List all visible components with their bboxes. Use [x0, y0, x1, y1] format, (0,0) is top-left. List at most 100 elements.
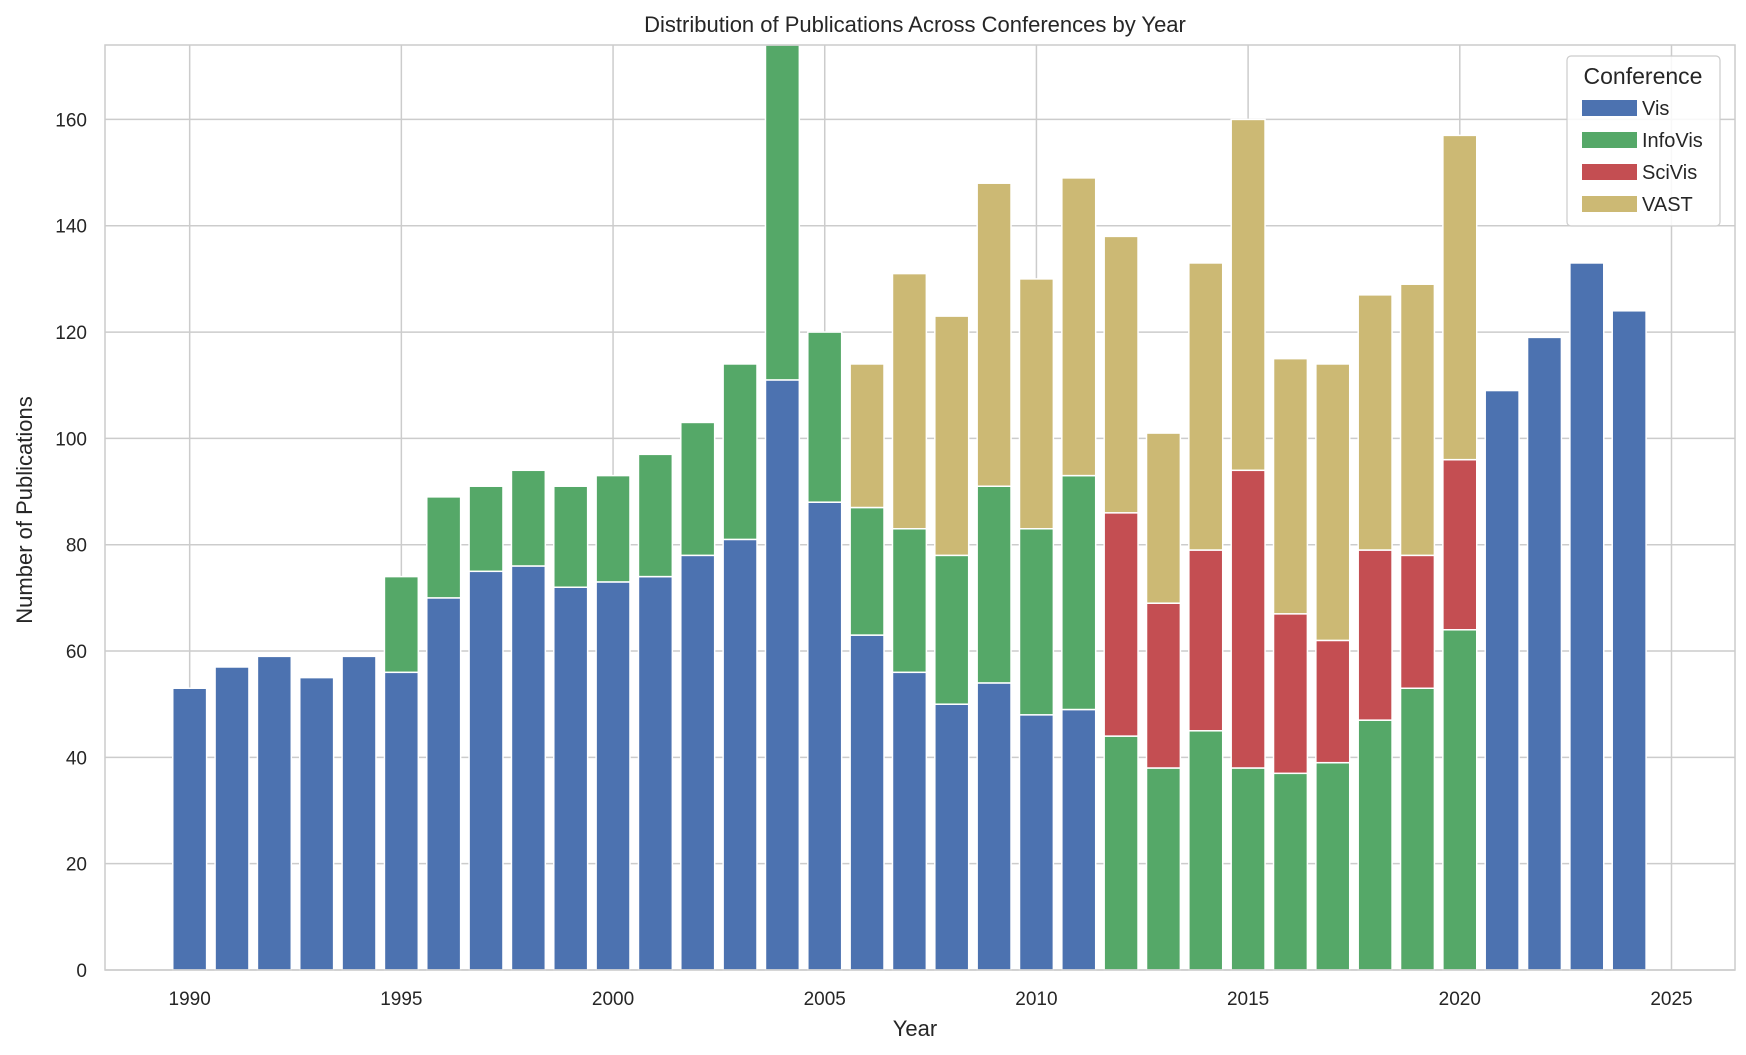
bar-vast-2008 — [934, 315, 970, 557]
x-tick-label: 2000 — [592, 989, 634, 1010]
y-tick-label: 20 — [66, 855, 87, 876]
y-tick-label: 40 — [66, 748, 87, 769]
bar-infovis-2012 — [1103, 735, 1139, 971]
bar-vis-1990 — [171, 687, 208, 971]
legend-box — [1566, 55, 1721, 227]
x-tick-label: 2020 — [1439, 989, 1481, 1010]
bar-vis-1992 — [256, 655, 293, 971]
legend-label-infovis: InfoVis — [1642, 130, 1703, 152]
bar-vast-2020 — [1442, 134, 1478, 461]
bar-vis-2002 — [680, 554, 716, 971]
bar-vis-1993 — [299, 676, 335, 971]
bar-vis-2023 — [1569, 262, 1605, 971]
bar-scivis-2020 — [1442, 458, 1478, 631]
bar-infovis-2010 — [1018, 528, 1055, 716]
bar-vis-2006 — [849, 634, 885, 971]
bar-vis-1991 — [214, 666, 250, 971]
bar-vast-2015 — [1230, 118, 1266, 472]
x-tick-label: 2025 — [1650, 989, 1692, 1010]
bar-vis-2007 — [891, 671, 928, 971]
bar-infovis-2000 — [595, 474, 631, 583]
bar-vis-2008 — [934, 703, 970, 971]
bar-infovis-2011 — [1061, 474, 1097, 711]
bar-infovis-2001 — [637, 453, 674, 578]
bar-infovis-2002 — [680, 421, 716, 557]
bar-infovis-2009 — [976, 485, 1012, 684]
legend-label-vis: Vis — [1642, 98, 1669, 120]
legend-label-scivis: SciVis — [1642, 162, 1697, 184]
y-tick-label: 120 — [55, 323, 87, 344]
bar-infovis-2018 — [1357, 719, 1393, 971]
x-axis: 1990 1995 2000 2005 2010 2015 2020 2025 — [169, 989, 1693, 1010]
y-tick-label: 160 — [55, 110, 87, 131]
bar-vis-2000 — [595, 581, 631, 971]
x-tick-label: 2005 — [804, 989, 846, 1010]
bar-infovis-2005 — [807, 331, 843, 503]
bar-vis-1995 — [383, 671, 420, 971]
bar-infovis-2020 — [1442, 629, 1478, 971]
bar-vast-2016 — [1272, 357, 1309, 615]
bar-infovis-1997 — [468, 485, 504, 573]
bar-vast-2011 — [1061, 177, 1097, 477]
bar-scivis-2013 — [1145, 602, 1182, 769]
bar-scivis-2012 — [1103, 512, 1139, 737]
legend-swatch-infovis — [1582, 132, 1637, 148]
bar-infovis-1998 — [510, 469, 547, 567]
x-tick-label: 1995 — [380, 989, 422, 1010]
bar-vis-2011 — [1061, 708, 1097, 971]
bars — [171, 44, 1647, 971]
bar-vis-2001 — [637, 575, 674, 971]
bar-vis-2024 — [1611, 310, 1647, 971]
bar-infovis-2004 — [764, 44, 801, 381]
bar-scivis-2014 — [1188, 549, 1224, 732]
bar-vast-2010 — [1018, 278, 1055, 530]
bar-vast-2012 — [1103, 235, 1139, 514]
bar-infovis-1995 — [383, 575, 420, 674]
bar-infovis-2017 — [1315, 761, 1351, 971]
legend-swatch-vast — [1582, 196, 1637, 212]
bar-scivis-2015 — [1230, 469, 1266, 769]
x-tick-label: 2010 — [1015, 989, 1057, 1010]
bar-vis-2009 — [976, 682, 1012, 971]
bar-vis-1999 — [553, 586, 589, 971]
bar-infovis-2019 — [1399, 687, 1436, 971]
bar-vis-2005 — [807, 501, 843, 971]
bar-infovis-2016 — [1272, 772, 1309, 971]
y-tick-label: 0 — [76, 961, 87, 982]
legend-swatch-vis — [1582, 100, 1637, 116]
bar-infovis-2007 — [891, 528, 928, 674]
legend: Conference Vis InfoVis SciVis VAST — [1566, 55, 1721, 227]
bar-infovis-1996 — [426, 496, 462, 599]
bar-vast-2013 — [1145, 432, 1182, 604]
y-tick-label: 140 — [55, 217, 87, 238]
bar-infovis-2008 — [934, 554, 970, 705]
bar-infovis-2015 — [1230, 767, 1266, 971]
bar-infovis-2003 — [722, 363, 758, 541]
y-tick-label: 80 — [66, 536, 87, 557]
bar-vis-2022 — [1526, 336, 1563, 971]
bar-vast-2014 — [1188, 262, 1224, 551]
legend-swatch-scivis — [1582, 164, 1637, 180]
legend-label-vast: VAST — [1642, 194, 1693, 216]
chart-title: Distribution of Publications Across Conf… — [644, 12, 1186, 37]
bar-vis-2003 — [722, 538, 758, 971]
bar-vast-2018 — [1357, 294, 1393, 551]
bar-vast-2007 — [891, 272, 928, 530]
bar-vast-2019 — [1399, 283, 1436, 557]
x-axis-label: Year — [893, 1016, 937, 1041]
bar-vast-2006 — [849, 363, 885, 509]
bar-scivis-2018 — [1357, 549, 1393, 721]
x-tick-label: 1990 — [169, 989, 211, 1010]
y-tick-label: 60 — [66, 642, 87, 663]
bar-vis-2021 — [1484, 389, 1520, 971]
plot-frame — [104, 44, 1736, 971]
y-tick-label: 100 — [55, 429, 87, 450]
bar-vis-1996 — [426, 597, 462, 971]
y-axis-label: Number of Publications — [12, 396, 37, 623]
bar-vast-2009 — [976, 182, 1012, 487]
bar-infovis-1999 — [553, 485, 589, 588]
y-axis: 0 20 40 60 80 100 120 140 160 — [55, 110, 87, 982]
bar-vis-2004 — [764, 379, 801, 971]
bar-vis-1994 — [341, 655, 377, 971]
